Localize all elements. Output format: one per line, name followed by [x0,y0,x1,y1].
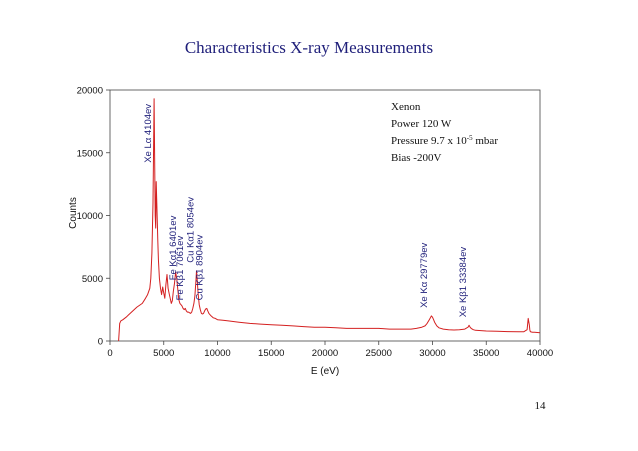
plot-frame [109,89,541,342]
peak-label: Fe Kα1 6401ev [168,215,179,280]
peak-label: Cu Kα1 8054ev [186,197,197,263]
info-bias: Bias -200V [391,152,441,164]
info-pressure-unit: mbar [473,135,499,147]
peak-label: Xe Kα 29779ev [419,242,430,307]
peak-label: Xe Kβ1 33384ev [458,247,469,318]
info-pressure: Pressure 9.7 x 10-5 mbar [391,134,498,147]
x-tick-label: 35000 [473,348,499,359]
peak-label: Xe Lα 4104ev [143,104,154,163]
x-tick-label: 0 [107,348,112,359]
y-tick-label: 5000 [82,274,103,285]
y-axis-ticks: 0 5000 10000 15000 20000 [77,86,110,348]
info-gas: Xenon [391,101,421,113]
y-axis-label: Counts [68,197,79,229]
peak-label: Cu Kβ1 8904ev [195,234,206,300]
x-tick-label: 25000 [366,348,392,359]
chart-axes [109,89,541,342]
info-power: Power 120 W [391,118,452,130]
chart-title: Characteristics X-ray Measurements [185,38,433,57]
y-tick-label: 20000 [77,86,103,97]
x-tick-label: 5000 [153,348,174,359]
page-number: 14 [535,400,547,412]
info-pressure-exponent: -5 [467,134,473,142]
x-axis-ticks: 0 5000 10000 15000 20000 25000 30000 35000 40000 [107,341,553,359]
y-tick-label: 0 [98,337,103,348]
x-tick-label: 20000 [312,348,338,359]
spectrum-series-line [118,98,541,342]
x-tick-label: 10000 [204,348,230,359]
info-box: Xenon Power 120 W Pressure 9.7 x 10-5 mb… [391,101,498,164]
x-axis-label: E (eV) [311,366,339,377]
x-tick-label: 30000 [419,348,445,359]
x-tick-label: 15000 [258,348,284,359]
x-tick-label: 40000 [527,348,553,359]
y-tick-label: 10000 [77,211,103,222]
info-pressure-base: Pressure 9.7 x 10 [391,135,467,147]
y-tick-label: 15000 [77,148,103,159]
peak-label: Fe Kβ1 7061ev [175,236,186,301]
